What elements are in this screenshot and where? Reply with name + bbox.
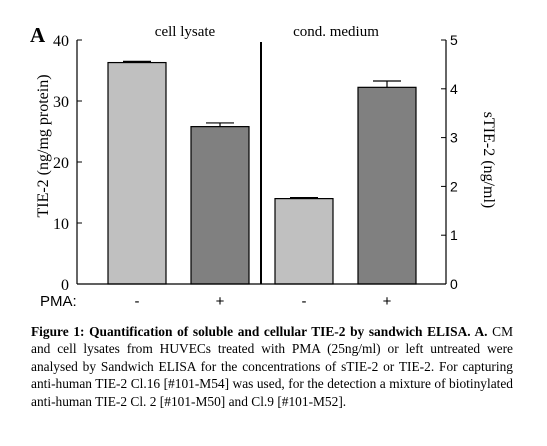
bars bbox=[107, 60, 417, 285]
right-tick-label: 2 bbox=[450, 178, 458, 194]
bar bbox=[190, 126, 250, 285]
figure-caption: Figure 1: Quantification of soluble and … bbox=[31, 323, 513, 410]
pma-mark: + bbox=[383, 293, 392, 310]
pma-mark: + bbox=[216, 293, 225, 310]
group-label-cell-lysate: cell lysate bbox=[155, 24, 216, 40]
left-tick-label: 20 bbox=[53, 155, 69, 172]
left-tick-label: 40 bbox=[53, 33, 69, 50]
right-tick-label: 3 bbox=[450, 130, 458, 146]
left-tick-label: 0 bbox=[61, 277, 69, 294]
bar bbox=[357, 86, 417, 285]
left-tick-label: 30 bbox=[53, 94, 69, 111]
pma-mark: - bbox=[302, 293, 307, 310]
left-tick-label: 10 bbox=[53, 216, 69, 233]
pma-mark: - bbox=[135, 293, 140, 310]
bar bbox=[274, 198, 334, 285]
right-tick-label: 4 bbox=[450, 81, 458, 97]
right-tick-label: 1 bbox=[450, 227, 458, 243]
bar-chart: A cell lysate cond. medium TIE-2 (ng/mg … bbox=[30, 23, 497, 310]
right-axis-label: sTIE-2 (ng/ml) bbox=[480, 112, 497, 208]
right-tick-label: 0 bbox=[450, 276, 458, 292]
group-label-cond-medium: cond. medium bbox=[293, 24, 379, 40]
right-tick-label: 5 bbox=[450, 32, 458, 48]
caption-text: CM and cell lysates from HUVECs treated … bbox=[31, 324, 514, 409]
pma-marks: - + - + bbox=[135, 293, 392, 310]
bar bbox=[107, 61, 167, 285]
left-axis-ticks: 0 10 20 30 40 bbox=[53, 33, 82, 294]
left-axis-label: TIE-2 (ng/mg protein) bbox=[35, 74, 52, 217]
caption-bold: Figure 1: Quantification of soluble and … bbox=[31, 324, 488, 339]
panel-label: A bbox=[30, 23, 46, 47]
right-axis-ticks: 0 1 2 3 4 5 bbox=[441, 32, 458, 292]
pma-row-label: PMA: bbox=[40, 293, 77, 310]
